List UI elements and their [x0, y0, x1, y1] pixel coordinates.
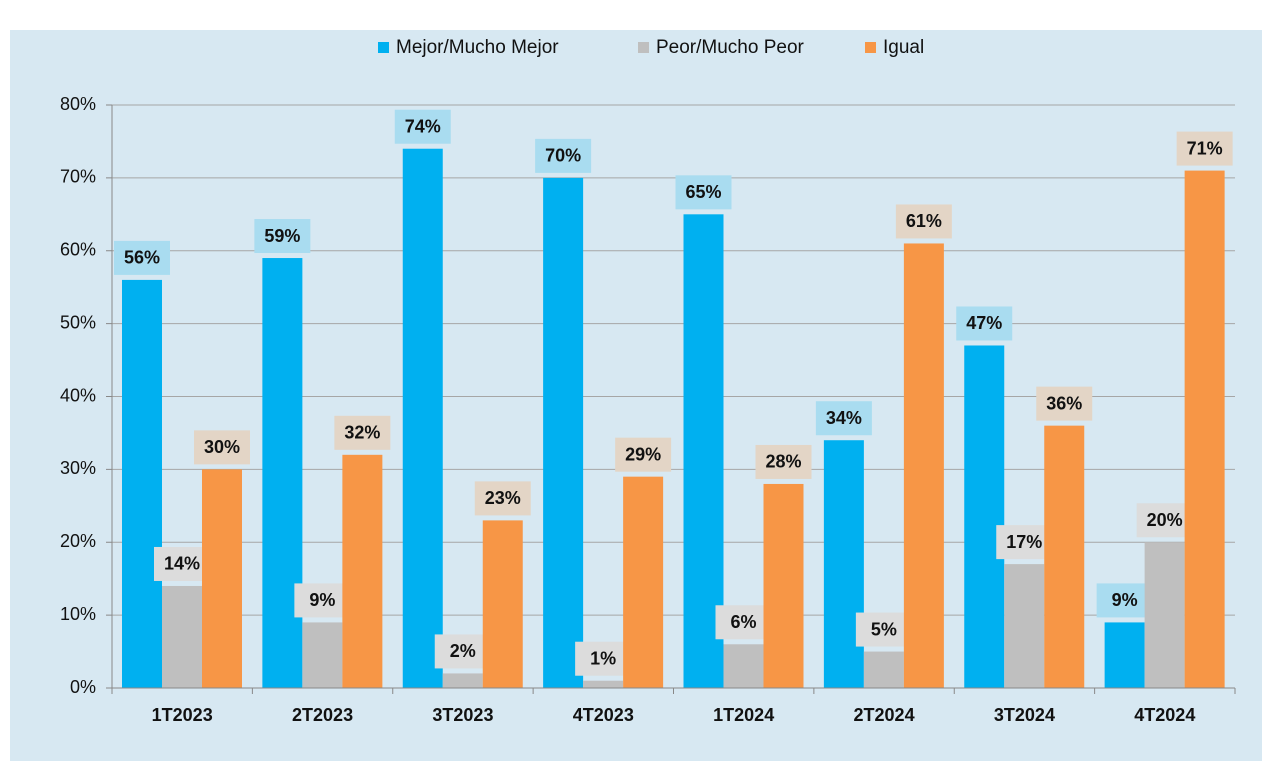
data-label: 74% [405, 116, 441, 136]
data-label: 30% [204, 437, 240, 457]
data-label-box [1176, 131, 1233, 166]
y-tick-label: 10% [60, 604, 96, 624]
data-label: 6% [730, 612, 756, 632]
data-label: 17% [1006, 532, 1042, 552]
x-tick-label: 2T2023 [292, 705, 353, 725]
x-tick-label: 3T2024 [994, 705, 1055, 725]
y-tick-label: 60% [60, 240, 96, 260]
x-tick-label: 1T2024 [713, 705, 774, 725]
data-label-box [294, 583, 351, 618]
data-label: 9% [309, 590, 335, 610]
y-tick-label: 0% [70, 677, 96, 697]
data-label: 47% [966, 313, 1002, 333]
data-label-box [675, 175, 732, 210]
data-label: 2% [450, 641, 476, 661]
data-label: 61% [906, 211, 942, 231]
data-label: 29% [625, 444, 661, 464]
data-label: 5% [871, 619, 897, 639]
bar [1044, 425, 1085, 688]
data-label: 28% [765, 452, 801, 472]
data-label-box [575, 641, 632, 676]
data-label: 65% [685, 182, 721, 202]
data-label-box [474, 481, 531, 516]
data-label: 34% [826, 408, 862, 428]
bar [202, 469, 242, 688]
data-label-box [1096, 583, 1153, 618]
data-label: 59% [264, 226, 300, 246]
bar [442, 673, 483, 688]
bar [302, 622, 343, 688]
legend-swatch [638, 42, 649, 53]
bar [262, 258, 303, 688]
x-tick-label: 4T2024 [1134, 705, 1195, 725]
bar [723, 644, 764, 688]
y-tick-label: 50% [60, 312, 96, 332]
legend-label: Peor/Mucho Peor [656, 37, 805, 58]
bar [763, 483, 804, 688]
data-label-box [394, 109, 451, 144]
data-label-box [855, 612, 912, 647]
legend-swatch [865, 42, 876, 53]
bar [623, 476, 664, 688]
data-label: 71% [1187, 138, 1223, 158]
bar [1144, 542, 1185, 688]
legend-swatch [378, 42, 389, 53]
data-label-box [254, 219, 311, 254]
bar [823, 440, 864, 688]
data-label: 1% [590, 648, 616, 668]
legend-label: Mejor/Mucho Mejor [396, 37, 559, 58]
y-tick-label: 40% [60, 385, 96, 405]
bar [162, 585, 202, 688]
data-label: 20% [1147, 510, 1183, 530]
bar [583, 680, 624, 688]
data-label-box [1136, 503, 1193, 538]
data-label: 9% [1112, 590, 1138, 610]
bar [863, 651, 904, 688]
y-tick-label: 30% [60, 458, 96, 478]
data-label-box [956, 306, 1013, 341]
bar [1104, 622, 1145, 688]
bar [342, 454, 383, 688]
bar [1184, 170, 1225, 688]
data-label-box [154, 546, 210, 581]
data-label: 23% [485, 488, 521, 508]
x-tick-label: 3T2023 [432, 705, 493, 725]
data-label-box [755, 444, 812, 479]
x-tick-label: 4T2023 [573, 705, 634, 725]
y-tick-label: 80% [60, 94, 96, 114]
data-label: 56% [124, 248, 160, 268]
data-label-box [114, 240, 170, 275]
bar [543, 177, 584, 688]
data-label-box [895, 204, 952, 239]
data-label-box [615, 437, 672, 472]
bar [903, 243, 944, 688]
data-label: 36% [1046, 393, 1082, 413]
x-tick-label: 2T2024 [854, 705, 915, 725]
data-label: 32% [344, 423, 380, 443]
data-label-box [535, 138, 592, 173]
data-label-box [715, 605, 772, 640]
bar [482, 520, 523, 688]
data-label-box [334, 415, 391, 450]
bar [964, 345, 1005, 688]
data-label-box [1036, 386, 1093, 421]
bar [1004, 564, 1045, 688]
y-tick-label: 70% [60, 167, 96, 187]
x-tick-label: 1T2023 [152, 705, 213, 725]
data-label-box [996, 525, 1053, 560]
bar [122, 279, 162, 688]
y-tick-label: 20% [60, 531, 96, 551]
legend-label: Igual [883, 37, 924, 58]
data-label-box [434, 634, 491, 669]
data-label-box [815, 401, 872, 436]
data-label: 14% [164, 554, 200, 574]
data-label-box [194, 430, 250, 465]
bar [402, 148, 443, 689]
data-label: 70% [545, 146, 581, 166]
